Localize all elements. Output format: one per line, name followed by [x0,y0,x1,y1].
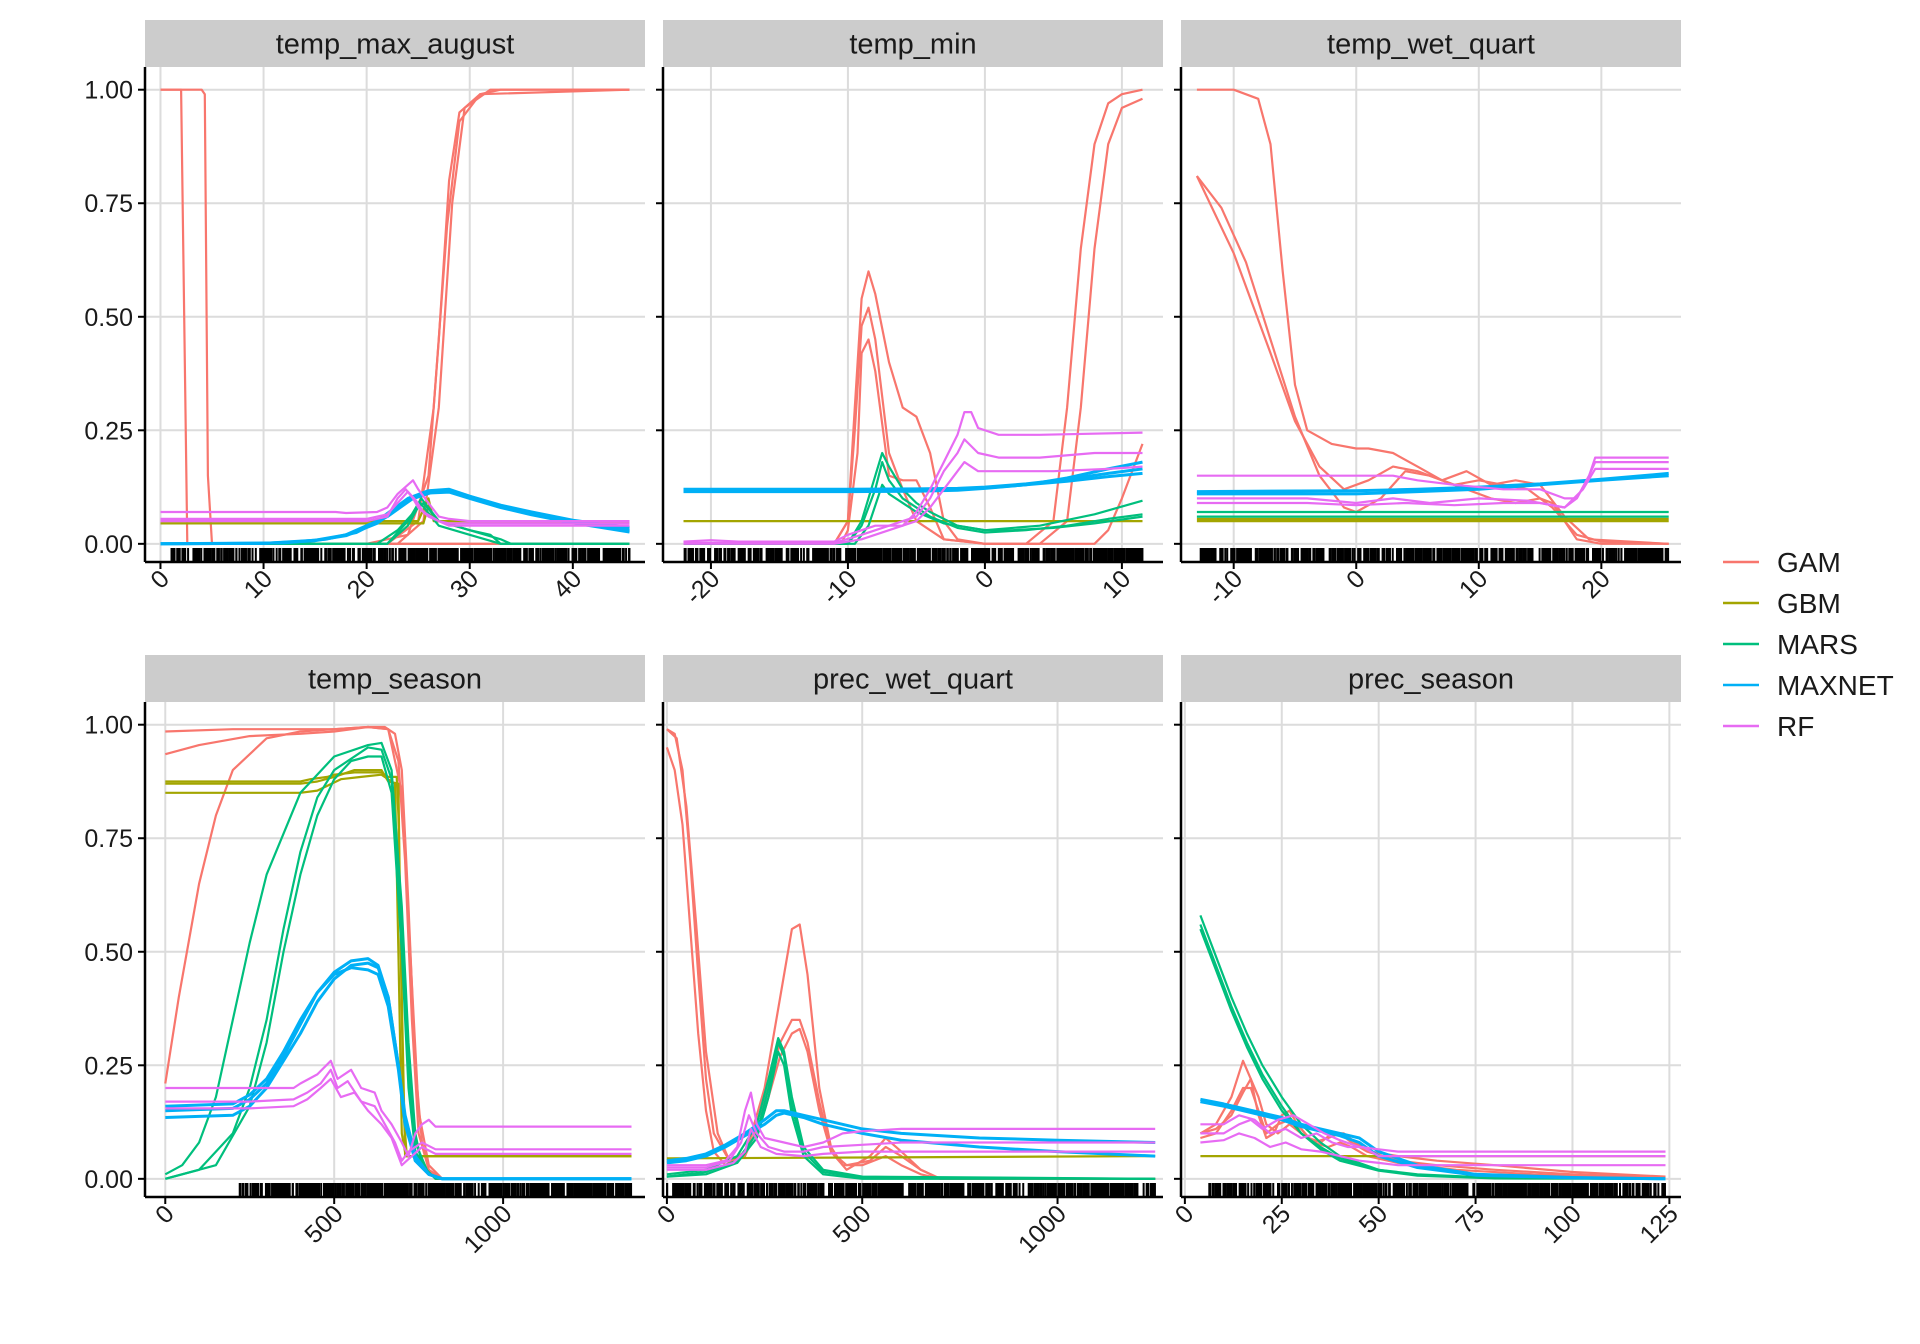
series-line-maxnet [1200,1100,1666,1181]
series-line-mars [683,461,1143,545]
facet-strip [145,655,645,702]
series-line-mars [160,501,630,545]
legend-item: MAXNET [1723,670,1894,701]
y-tick-label: 0.75 [84,190,133,218]
facet-title: temp_max_august [276,29,515,61]
legend-item: GBM [1723,588,1841,619]
legend-label: MAXNET [1777,670,1894,701]
facet-strip [1181,655,1681,702]
series-line-rf [683,411,1143,543]
rug [1208,1183,1666,1197]
series-line-maxnet [666,1109,1156,1163]
facet-panel: temp_wet_quart-10 0 10 20 [1174,20,1681,610]
series-line-rf [165,1077,632,1167]
facet-strip [1181,20,1681,67]
series-line-rf [683,438,1143,544]
series-line-rf [1200,1132,1666,1167]
series-line-rf [1200,1114,1666,1153]
series-line-rf [1196,461,1669,509]
rug [170,548,631,562]
series-group [1199,915,1666,1181]
legend-item: RF [1723,711,1814,742]
facet-title: temp_season [308,664,482,696]
series-line-rf [666,1091,1156,1167]
y-tick-label: 0.00 [84,531,133,559]
rug [238,1183,633,1197]
y-tick-label: 1.00 [84,712,133,740]
series-line-gam [683,338,1144,545]
series-line-rf [160,479,630,523]
series-group [683,88,1144,545]
legend-label: MARS [1777,629,1858,660]
series-line-rf [160,488,630,527]
series-line-mars [666,1050,1156,1180]
legend: GAM GBM MARS MAXNET RF [1723,547,1894,742]
series-line-gam [666,728,1156,1180]
series-line-gam [160,88,630,545]
series-line-gam [1195,175,1669,545]
series-line-rf [666,1127,1156,1171]
series-line-maxnet [666,1111,1156,1165]
facet-strip [145,20,645,67]
series-line-rf [160,490,630,525]
legend-label: GBM [1777,588,1841,619]
series-group [1195,88,1669,545]
series-line-rf [1196,467,1669,509]
facet-title: prec_season [1348,664,1514,696]
series-line-maxnet [160,488,630,546]
y-tick-label: 0.00 [84,1166,133,1194]
series-group [164,725,632,1181]
series-line-maxnet [165,966,632,1181]
series-line-rf [683,461,1143,545]
legend-item: GAM [1723,547,1841,578]
y-tick-label: 0.50 [84,939,133,967]
gridlines [663,67,1163,562]
series-group [160,88,630,546]
legend-label: RF [1777,711,1814,742]
series-line-rf [666,1114,1156,1169]
series-line-rf [1200,1114,1666,1158]
series-line-rf [165,1059,632,1158]
y-tick-label: 0.50 [84,304,133,332]
y-tick-label: 0.25 [84,417,133,445]
facet-title: temp_wet_quart [1327,29,1535,61]
gridlines [1181,702,1681,1197]
series-line-gbm [666,1155,1156,1160]
series-line-gam [165,725,632,1180]
facet-title: temp_min [849,29,976,61]
series-line-gbm [165,773,632,1158]
series-line-gam [665,747,1156,1180]
facet-strip [663,655,1163,702]
series-line-mars [165,755,632,1180]
series-line-gam [666,728,1156,1180]
series-line-gam [164,725,632,1180]
facet-title: prec_wet_quart [813,664,1013,696]
series-line-gam [1196,175,1669,545]
y-tick-label: 0.75 [84,825,133,853]
series-group [665,728,1156,1180]
rug [666,1183,1156,1197]
series-line-maxnet [683,471,1143,492]
y-tick-label: 1.00 [84,77,133,105]
legend-item: MARS [1723,629,1858,660]
series-line-maxnet [165,961,632,1181]
rug [1199,548,1670,562]
facet-panel: temp_min-20 -10 0 10 [656,20,1163,610]
series-line-mars [1199,928,1666,1180]
y-tick-label: 0.25 [84,1052,133,1080]
rug [683,548,1144,562]
legend-label: GAM [1777,547,1841,578]
facet-strip [663,20,1163,67]
